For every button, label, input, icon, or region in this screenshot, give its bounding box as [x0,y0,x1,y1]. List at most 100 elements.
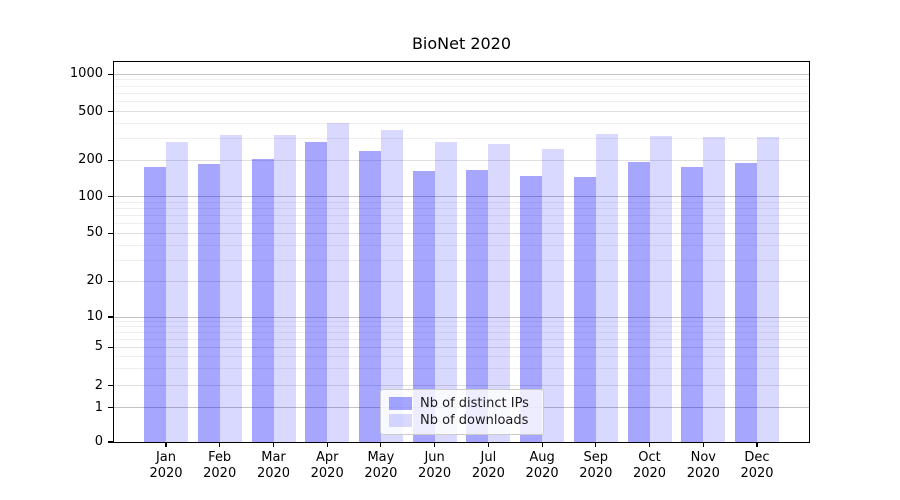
bar-downloads-feb [219,135,242,442]
x-tick-label-dec: Dec 2020 [740,450,774,481]
bar-downloads-jul [488,144,511,442]
gridline [114,232,809,234]
bar-downloads-mar [273,134,296,442]
gridline [114,223,809,225]
y-tick-label: 50 [86,225,103,241]
y-tick-label: 0 [94,434,103,449]
bar-downloads-sep [595,133,618,442]
x-tick-label-apr: Apr 2020 [310,450,344,481]
x-tick-mark [380,442,382,447]
y-tick-mark [108,232,113,234]
x-tick-label-aug: Aug 2020 [525,450,559,481]
bar-downloads-aug [542,148,565,442]
bar-ips-may [358,150,381,442]
gridline [114,73,809,75]
gridline [114,385,809,387]
bar-ips-oct [627,162,650,442]
x-tick-mark [434,442,436,447]
y-tick-label: 200 [78,152,103,168]
gridline [114,207,809,209]
y-tick-mark [108,159,113,161]
legend-label-downloads: Nb of downloads [420,413,529,428]
bar-ips-jul [466,170,489,442]
x-tick-label-nov: Nov 2020 [686,450,720,481]
legend-swatch-distinct-ips [389,397,412,410]
bar-ips-feb [197,163,220,442]
legend-item-distinct-ips: Nb of distinct IPs [389,395,535,412]
gridline [114,326,809,328]
gridline [114,123,809,125]
gridline [114,332,809,334]
gridline [114,201,809,203]
y-tick-mark [108,385,113,387]
gridline [114,85,809,87]
y-tick-mark [108,346,113,348]
bar-downloads-apr [327,123,350,442]
y-tick-label: 1000 [69,66,103,82]
y-tick-label: 2 [94,377,103,393]
gridline [114,215,809,216]
gridline [114,196,809,197]
y-tick-mark [108,195,113,198]
x-tick-label-oct: Oct 2020 [632,450,667,481]
gridline [114,368,809,370]
gridline [114,280,809,282]
gridline [114,101,809,103]
y-tick-mark [108,111,113,113]
gridline [114,316,809,318]
bar-ips-aug [520,175,543,442]
chart-title: BioNet 2020 [411,34,512,53]
gridline [114,111,809,113]
y-tick-label: 10 [86,309,103,324]
gridline [114,356,809,358]
y-tick-label: 1 [94,399,103,415]
y-tick-mark [108,316,113,318]
y-tick-label: 5 [94,339,103,355]
y-tick-label: 20 [86,273,103,289]
x-tick-mark [326,442,328,447]
bar-ips-nov [681,167,704,442]
y-tick-mark [108,73,113,75]
x-tick-label-jan: Jan 2020 [149,450,183,481]
x-tick-label-mar: Mar 2020 [256,450,291,481]
x-tick-mark [219,442,221,447]
bar-downloads-jan [166,142,188,442]
x-tick-mark [756,442,758,447]
bar-ips-dec [735,163,757,442]
x-tick-label-may: May 2020 [364,450,398,481]
x-tick-label-jun: Jun 2020 [418,450,452,481]
y-tick-mark [108,280,113,282]
bar-ips-apr [305,141,328,442]
gridline [114,321,809,323]
gridline [114,79,809,81]
x-tick-label-feb: Feb 2020 [203,450,237,481]
y-tick-mark [108,407,113,409]
y-tick-label: 100 [78,188,103,204]
gridline [114,346,809,348]
bar-ips-jan [144,166,166,442]
y-tick-label: 500 [78,103,103,119]
x-tick-mark [541,442,543,447]
bar-ips-sep [573,177,596,442]
x-tick-mark [165,442,167,447]
gridline [114,259,809,261]
gridline [114,159,809,161]
bar-ips-jun [412,171,435,442]
legend-swatch-downloads [389,414,412,427]
gridline [114,93,809,94]
legend: Nb of distinct IPs Nb of downloads [380,389,544,435]
bar-downloads-nov [703,136,726,442]
x-tick-mark [595,442,597,447]
legend-item-downloads: Nb of downloads [389,412,535,429]
legend-label-distinct-ips: Nb of distinct IPs [420,396,529,411]
bar-downloads-may [380,129,403,442]
x-tick-label-jul: Jul 2020 [471,450,505,481]
x-tick-mark [272,442,275,447]
gridline [114,244,809,246]
gridline [114,138,809,140]
plot-area: Nb of distinct IPs Nb of downloads [113,61,810,443]
bar-ips-mar [251,159,274,442]
gridline [114,338,809,340]
x-tick-mark [648,442,651,447]
